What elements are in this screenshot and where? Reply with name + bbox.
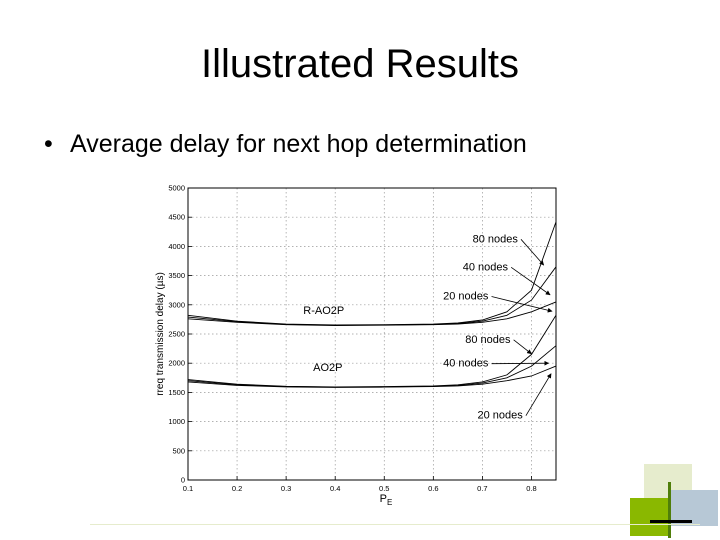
x-tick-label: 0.4 (330, 484, 340, 493)
x-tick-label: 0.2 (232, 484, 242, 493)
corner-square-green (630, 498, 670, 536)
annotation-label: 20 nodes (443, 291, 489, 303)
y-tick-label: 1000 (168, 417, 185, 426)
y-tick-label: 4000 (168, 242, 185, 251)
y-tick-label: 1500 (168, 388, 185, 397)
x-tick-label: 0.8 (526, 484, 536, 493)
y-tick-label: 3500 (168, 271, 185, 280)
annotation-label: AO2P (313, 362, 342, 374)
corner-decoration (620, 462, 720, 540)
annotation-arrow (525, 373, 552, 416)
x-tick-label: 0.3 (281, 484, 291, 493)
y-tick-label: 5000 (168, 184, 185, 193)
corner-line (650, 520, 692, 523)
annotation-arrow (491, 360, 550, 366)
annotation-arrow (491, 296, 553, 313)
y-tick-label: 3000 (168, 300, 185, 309)
annotation-label: R-AO2P (303, 305, 344, 317)
annotation-label: 80 nodes (465, 334, 511, 346)
x-tick-label: 0.7 (477, 484, 487, 493)
x-tick-label: 0.1 (183, 484, 193, 493)
y-tick-label: 500 (172, 446, 185, 455)
bullet-dot-icon: • (44, 130, 53, 158)
slide-title: Illustrated Results (201, 42, 519, 86)
y-axis-label: rreq transmission delay (µs) (155, 272, 166, 396)
y-tick-label: 0 (181, 476, 185, 485)
annotation-label: 20 nodes (477, 410, 523, 422)
annotation-arrow (513, 339, 532, 355)
annotation-label: 40 nodes (443, 358, 489, 370)
x-axis-label: PE (380, 493, 393, 507)
x-tick-label: 0.5 (379, 484, 389, 493)
series-line (187, 365, 557, 388)
annotation-arrow (510, 267, 551, 296)
series-line (187, 301, 557, 326)
y-tick-label: 2000 (168, 359, 185, 368)
footer-rule (90, 524, 700, 525)
y-tick-label: 4500 (168, 213, 185, 222)
bullet-text: Average delay for next hop determination (70, 130, 527, 158)
plot-frame (187, 187, 557, 481)
annotation-arrow (520, 239, 545, 266)
delay-line-chart: 0.1 0.2 0.3 0.4 0.5 0.6 0.7 0.8 0 500 1000 1500 2000… (155, 184, 557, 507)
corner-square-dark-green (668, 482, 671, 538)
bullet-item: • Average delay for next hop determinatio… (44, 130, 527, 159)
annotation-label: 40 nodes (463, 261, 509, 273)
annotation-label: 80 nodes (473, 233, 519, 245)
x-tick-label: 0.6 (428, 484, 438, 493)
y-tick-label: 2500 (168, 330, 185, 339)
